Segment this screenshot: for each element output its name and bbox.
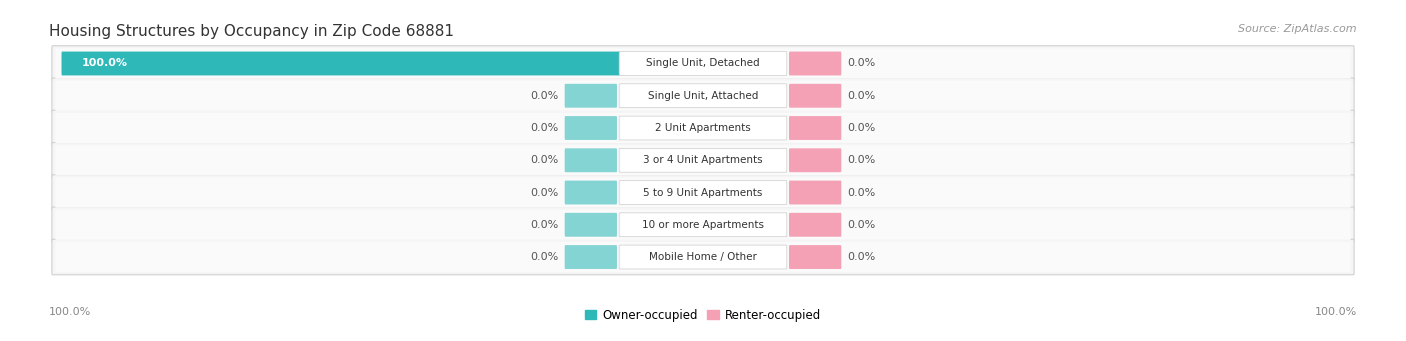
FancyBboxPatch shape bbox=[52, 78, 1354, 114]
FancyBboxPatch shape bbox=[619, 116, 787, 140]
FancyBboxPatch shape bbox=[789, 181, 841, 205]
Text: 3 or 4 Unit Apartments: 3 or 4 Unit Apartments bbox=[643, 155, 763, 165]
Text: 0.0%: 0.0% bbox=[530, 252, 558, 262]
FancyBboxPatch shape bbox=[55, 210, 1351, 240]
Text: 100.0%: 100.0% bbox=[49, 307, 91, 317]
Text: 100.0%: 100.0% bbox=[1315, 307, 1357, 317]
Text: Single Unit, Detached: Single Unit, Detached bbox=[647, 59, 759, 69]
Text: 0.0%: 0.0% bbox=[848, 188, 876, 197]
FancyBboxPatch shape bbox=[55, 113, 1351, 143]
FancyBboxPatch shape bbox=[55, 242, 1351, 272]
Text: 0.0%: 0.0% bbox=[848, 123, 876, 133]
FancyBboxPatch shape bbox=[565, 245, 617, 269]
FancyBboxPatch shape bbox=[619, 148, 787, 172]
Text: 0.0%: 0.0% bbox=[848, 220, 876, 230]
Text: 0.0%: 0.0% bbox=[848, 252, 876, 262]
FancyBboxPatch shape bbox=[52, 143, 1354, 178]
Text: 10 or more Apartments: 10 or more Apartments bbox=[643, 220, 763, 230]
Text: 0.0%: 0.0% bbox=[530, 220, 558, 230]
FancyBboxPatch shape bbox=[55, 177, 1351, 208]
FancyBboxPatch shape bbox=[565, 116, 617, 140]
FancyBboxPatch shape bbox=[55, 48, 1351, 79]
Text: 0.0%: 0.0% bbox=[848, 59, 876, 69]
Text: Single Unit, Attached: Single Unit, Attached bbox=[648, 91, 758, 101]
FancyBboxPatch shape bbox=[789, 84, 841, 108]
Text: 0.0%: 0.0% bbox=[530, 91, 558, 101]
Text: 0.0%: 0.0% bbox=[530, 155, 558, 165]
Legend: Owner-occupied, Renter-occupied: Owner-occupied, Renter-occupied bbox=[579, 304, 827, 326]
FancyBboxPatch shape bbox=[789, 245, 841, 269]
FancyBboxPatch shape bbox=[52, 46, 1354, 81]
Text: Source: ZipAtlas.com: Source: ZipAtlas.com bbox=[1239, 24, 1357, 34]
Text: 0.0%: 0.0% bbox=[530, 123, 558, 133]
FancyBboxPatch shape bbox=[52, 239, 1354, 275]
FancyBboxPatch shape bbox=[565, 148, 617, 172]
Text: 5 to 9 Unit Apartments: 5 to 9 Unit Apartments bbox=[644, 188, 762, 197]
FancyBboxPatch shape bbox=[619, 213, 787, 237]
FancyBboxPatch shape bbox=[619, 51, 787, 75]
FancyBboxPatch shape bbox=[789, 51, 841, 75]
Text: 0.0%: 0.0% bbox=[848, 155, 876, 165]
Text: 2 Unit Apartments: 2 Unit Apartments bbox=[655, 123, 751, 133]
Text: Mobile Home / Other: Mobile Home / Other bbox=[650, 252, 756, 262]
FancyBboxPatch shape bbox=[619, 245, 787, 269]
FancyBboxPatch shape bbox=[62, 51, 620, 75]
FancyBboxPatch shape bbox=[52, 110, 1354, 146]
Text: 0.0%: 0.0% bbox=[848, 91, 876, 101]
FancyBboxPatch shape bbox=[619, 84, 787, 108]
Text: Housing Structures by Occupancy in Zip Code 68881: Housing Structures by Occupancy in Zip C… bbox=[49, 24, 454, 39]
FancyBboxPatch shape bbox=[52, 175, 1354, 210]
FancyBboxPatch shape bbox=[55, 80, 1351, 111]
Text: 100.0%: 100.0% bbox=[82, 59, 128, 69]
FancyBboxPatch shape bbox=[789, 116, 841, 140]
FancyBboxPatch shape bbox=[789, 213, 841, 237]
FancyBboxPatch shape bbox=[52, 207, 1354, 242]
FancyBboxPatch shape bbox=[55, 145, 1351, 175]
FancyBboxPatch shape bbox=[619, 181, 787, 205]
FancyBboxPatch shape bbox=[565, 84, 617, 108]
Text: 0.0%: 0.0% bbox=[530, 188, 558, 197]
FancyBboxPatch shape bbox=[789, 148, 841, 172]
FancyBboxPatch shape bbox=[565, 181, 617, 205]
FancyBboxPatch shape bbox=[565, 213, 617, 237]
